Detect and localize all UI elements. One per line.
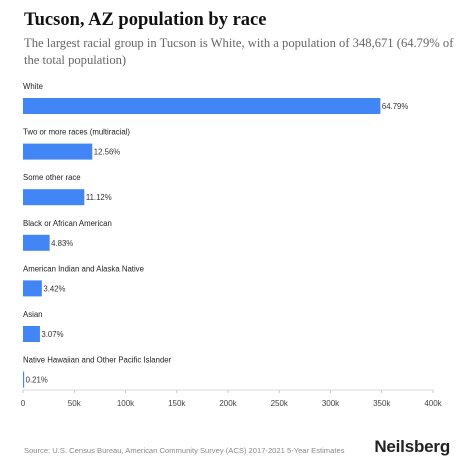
data-label: 3.07% xyxy=(41,330,63,339)
chart-title: Tucson, AZ population by race xyxy=(24,10,267,30)
x-tick-label: 400k xyxy=(424,399,442,408)
chart-subtitle: The largest racial group in Tucson is Wh… xyxy=(24,36,454,67)
data-label: 0.21% xyxy=(26,376,48,385)
bar xyxy=(23,189,85,206)
category-label: Black or African American xyxy=(23,219,112,228)
bar xyxy=(23,280,42,297)
x-tick-label: 350k xyxy=(373,399,391,408)
bar xyxy=(23,143,93,160)
category-label: American Indian and Alaska Native xyxy=(23,264,144,273)
x-tick-label: 0 xyxy=(21,399,26,408)
category-label: Two or more races (multiracial) xyxy=(23,128,130,137)
x-tick-label: 150k xyxy=(168,399,186,408)
data-label: 64.79% xyxy=(382,102,409,111)
source-note: Source: U.S. Census Bureau, American Com… xyxy=(24,446,345,455)
data-label: 3.42% xyxy=(43,284,65,293)
brand-logo: Neilsberg xyxy=(374,437,450,456)
data-label: 12.56% xyxy=(94,148,121,157)
bar xyxy=(23,326,40,342)
x-tick-label: 200k xyxy=(219,399,237,408)
category-label: Asian xyxy=(23,310,43,319)
category-label: Some other race xyxy=(23,173,81,182)
x-tick-label: 250k xyxy=(271,399,289,408)
data-label: 4.83% xyxy=(51,239,73,248)
x-tick-label: 100k xyxy=(117,399,135,408)
data-label: 11.12% xyxy=(86,193,112,202)
category-label: Native Hawaiian and Other Pacific Island… xyxy=(23,356,172,365)
category-label: White xyxy=(23,82,43,91)
bar xyxy=(23,371,25,388)
x-tick-label: 300k xyxy=(322,399,340,408)
bar xyxy=(23,98,381,114)
x-tick-label: 50k xyxy=(68,399,82,408)
bar xyxy=(23,234,50,251)
